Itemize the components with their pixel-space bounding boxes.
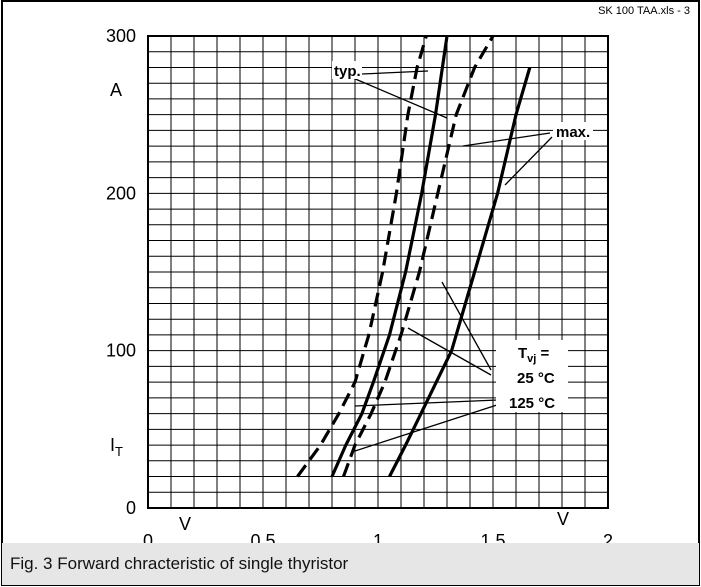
caption-bar: Fig. 3 Forward chracteristic of single t…	[2, 543, 699, 585]
tvj-label-bg	[496, 340, 568, 412]
annotation-leaders	[352, 70, 553, 452]
temp-25-label: 25 °C	[517, 370, 555, 387]
series-line-1	[296, 35, 428, 478]
tvj-symbol: T	[518, 345, 527, 362]
y-axis-unit-label: A	[110, 80, 122, 100]
tvj-subscript: vj	[527, 353, 536, 365]
series-line-2	[330, 35, 449, 478]
y-tick-label: 300	[106, 26, 136, 46]
leader-max-dashed	[462, 132, 551, 147]
leader-max-solid	[504, 136, 553, 186]
y-tick-label: 0	[126, 498, 136, 518]
tvj-equals: =	[536, 345, 549, 362]
max-label-bg	[553, 122, 593, 140]
typ-label: typ.	[334, 63, 361, 80]
temp-125-label: 125 °C	[509, 395, 555, 412]
tvj-label: Tvj =	[518, 345, 550, 365]
x-tick-label: 2	[603, 531, 613, 551]
series-line-3	[341, 35, 495, 478]
max-label: max.	[556, 124, 590, 141]
x-tick-label: 0	[143, 531, 153, 551]
y-axis-symbol-label: IT	[110, 435, 123, 459]
series-layer	[296, 35, 532, 478]
leader-125-dashed	[354, 399, 499, 407]
y-axis-symbol: I	[110, 435, 115, 455]
leader-typ-solid	[352, 77, 448, 119]
y-tick-label: 100	[106, 341, 136, 361]
leader-125-solid	[354, 403, 501, 452]
leader-25-dashed	[441, 281, 492, 371]
x-tick-label: 1	[373, 531, 383, 551]
leader-typ-dashed	[361, 70, 429, 75]
typ-label-bg	[332, 61, 362, 79]
figure-caption: Fig. 3 Forward chracteristic of single t…	[10, 554, 349, 573]
y-tick-label: 200	[106, 183, 136, 203]
y-axis-symbol-subscript: T	[115, 444, 123, 459]
leader-25-solid	[407, 327, 492, 376]
plot-frame	[147, 35, 609, 509]
series-line-4	[388, 67, 532, 478]
chart-grid	[148, 36, 608, 508]
x-axis-unit-label-left: V	[179, 514, 191, 534]
x-axis-unit-label-right: V	[557, 509, 569, 529]
file-label: SK 100 TAA.xls - 3	[598, 5, 690, 17]
